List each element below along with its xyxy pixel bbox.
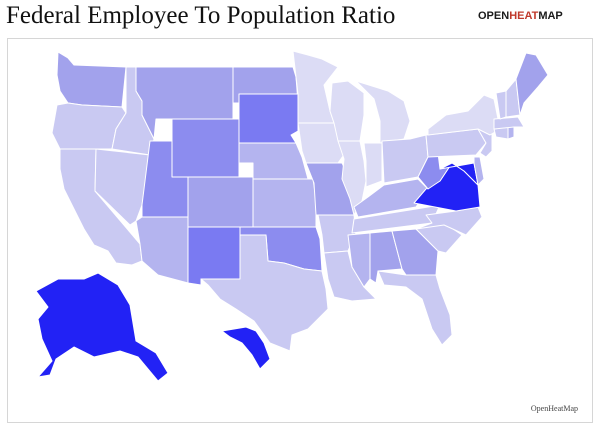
state-massachusetts[interactable]: Massachusetts xyxy=(493,116,525,130)
state-kentucky[interactable]: Kentucky xyxy=(353,178,429,218)
state-new-mexico[interactable]: New Mexico xyxy=(187,226,241,286)
state-new-york[interactable]: New York xyxy=(427,94,501,136)
brand-logo-heat: HEAT xyxy=(509,10,539,22)
state-mississippi[interactable]: Mississippi xyxy=(347,232,371,288)
state-florida[interactable]: Florida xyxy=(377,270,453,346)
state-colorado[interactable]: Colorado xyxy=(187,176,254,228)
state-south-dakota[interactable]: South Dakota xyxy=(238,93,299,144)
state-louisiana[interactable]: Louisiana xyxy=(323,250,377,302)
state-alaska[interactable]: Alaska xyxy=(35,272,169,382)
state-rhode-island[interactable]: Rhode Island xyxy=(507,126,515,140)
brand-logo-map: MAP xyxy=(538,10,563,22)
state-nebraska[interactable]: Nebraska xyxy=(238,142,309,180)
state-maine[interactable]: Maine xyxy=(515,52,549,116)
state-wyoming[interactable]: Wyoming xyxy=(171,118,240,178)
map-credit[interactable]: OpenHeatMap xyxy=(530,404,578,413)
state-maryland[interactable]: Maryland xyxy=(439,162,479,186)
state-arizona[interactable]: Arizona xyxy=(135,216,189,284)
brand-logo[interactable]: OPENHEATMAP xyxy=(478,10,563,22)
state-hawaii[interactable]: Hawaii xyxy=(221,326,271,370)
map-panel[interactable]: WashingtonOregonCaliforniaIdahoNevadaMon… xyxy=(7,38,593,423)
state-california[interactable]: California xyxy=(59,148,143,266)
state-texas[interactable]: Texas xyxy=(200,234,329,352)
state-kansas[interactable]: Kansas xyxy=(252,178,317,228)
state-delaware[interactable]: Delaware xyxy=(473,156,485,186)
brand-logo-open: OPEN xyxy=(478,10,510,22)
state-indiana[interactable]: Indiana xyxy=(363,142,383,188)
us-choropleth-map[interactable]: WashingtonOregonCaliforniaIdahoNevadaMon… xyxy=(8,39,594,424)
page-title: Federal Employee To Population Ratio xyxy=(6,2,396,29)
state-washington[interactable]: Washington xyxy=(56,51,127,108)
